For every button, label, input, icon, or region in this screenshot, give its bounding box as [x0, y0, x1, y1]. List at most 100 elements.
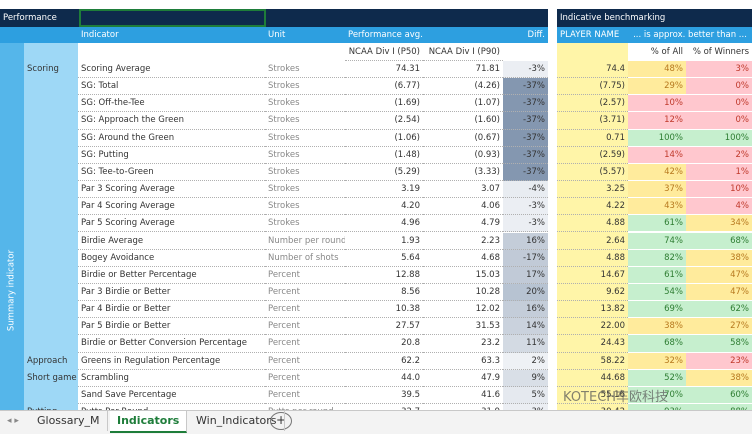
player-value: 4.22 — [557, 198, 628, 216]
indicator: Birdie or Better Percentage — [78, 267, 265, 284]
pct-all: 12% — [628, 112, 686, 130]
diff: 5% — [503, 386, 548, 404]
tab-nav[interactable]: ◂ ▸ — [7, 416, 19, 426]
diff: -37% — [503, 78, 548, 96]
player-column — [557, 43, 628, 410]
unit: Strokes — [265, 215, 345, 233]
indicator: Scoring Average — [78, 61, 265, 79]
diff: 11% — [503, 335, 548, 353]
pct-winners: 60% — [686, 386, 752, 404]
p90: (1.60) — [423, 112, 503, 130]
unit: Strokes — [265, 112, 345, 130]
p50: (1.06) — [345, 130, 423, 147]
diff: -17% — [503, 249, 548, 267]
pct-winners: 0% — [686, 95, 752, 113]
pct-all: 48% — [628, 61, 686, 79]
diff: 9% — [503, 369, 548, 387]
p90: 4.79 — [423, 215, 503, 233]
unit: Strokes — [265, 130, 345, 147]
pct-all: 32% — [628, 352, 686, 370]
col-header: Indicator — [81, 30, 119, 40]
diff: -37% — [503, 163, 548, 182]
pct-all: 38% — [628, 318, 686, 336]
p90: (4.26) — [423, 78, 503, 96]
player-value: 55.16 — [557, 387, 628, 404]
diff: 20% — [503, 283, 548, 302]
pct-all: 52% — [628, 369, 686, 387]
pct-winners: 68% — [686, 232, 752, 250]
player-value: (2.59) — [557, 147, 628, 164]
unit: Strokes — [265, 78, 345, 96]
indicator: SG: Total — [78, 78, 265, 96]
player-value: 4.88 — [557, 215, 628, 233]
indicator: SG: Approach the Green — [78, 112, 265, 130]
sheet-tabs: ◂ ▸ + Glossary_M Indicators Win_Indicators — [0, 410, 752, 434]
pct-all: 69% — [628, 301, 686, 319]
unit: Percent — [265, 353, 345, 370]
pct-all: 29% — [628, 78, 686, 96]
side-strip — [0, 43, 24, 410]
indicator: Birdie Average — [78, 233, 265, 250]
player-value: 44.68 — [557, 370, 628, 387]
player-value: 0.71 — [557, 130, 628, 147]
col-subheader: % of Winners — [692, 47, 749, 57]
pct-winners: 4% — [686, 198, 752, 216]
player-value: (7.75) — [557, 78, 628, 96]
sheet-tab[interactable]: Indicators — [110, 411, 188, 433]
pct-winners: 38% — [686, 369, 752, 387]
pct-winners: 34% — [686, 215, 752, 233]
unit: Number of shots — [265, 250, 345, 267]
pct-all: 37% — [628, 181, 686, 199]
pct-winners: 100% — [686, 129, 752, 147]
p50: (1.48) — [345, 147, 423, 164]
indicator: Par 4 Birdie or Better — [78, 301, 265, 319]
diff: 16% — [503, 301, 548, 319]
unit: Strokes — [265, 198, 345, 216]
p50: 20.8 — [345, 335, 423, 353]
pct-winners: 58% — [686, 335, 752, 353]
unit: Percent — [265, 284, 345, 302]
unit: Percent — [265, 267, 345, 284]
group-label: Approach — [27, 355, 68, 366]
pct-winners: 62% — [686, 301, 752, 319]
p90: (1.07) — [423, 95, 503, 113]
selected-cell[interactable] — [79, 9, 266, 27]
group-column — [24, 43, 78, 410]
p90: 12.02 — [423, 301, 503, 319]
pct-winners: 10% — [686, 181, 752, 199]
p90: (0.93) — [423, 147, 503, 164]
indicator: Par 3 Birdie or Better — [78, 284, 265, 302]
indicator: Birdie or Better Conversion Percentage — [78, 335, 265, 353]
unit: Strokes — [265, 95, 345, 113]
sheet-tab[interactable]: Glossary_M — [30, 411, 108, 431]
unit: Number per round — [265, 233, 345, 250]
diff: -4% — [503, 181, 548, 199]
perf-title: Performance — [3, 13, 57, 23]
player-value: 13.82 — [557, 301, 628, 319]
col-header: Diff. — [527, 30, 545, 40]
p50: 27.57 — [345, 318, 423, 336]
sheet-tab[interactable]: Win_Indicators — [189, 411, 285, 431]
p90: (3.33) — [423, 164, 503, 182]
unit: Strokes — [265, 164, 345, 182]
player-value: 14.67 — [557, 267, 628, 284]
add-sheet[interactable]: + — [270, 412, 292, 430]
p90: 47.9 — [423, 370, 503, 387]
pct-all: 61% — [628, 266, 686, 284]
col-header: PLAYER NAME — [560, 30, 620, 40]
diff: 17% — [503, 266, 548, 284]
col-subheader: NCAA Div I (P90) — [423, 43, 503, 61]
indicator: Par 4 Scoring Average — [78, 198, 265, 216]
player-value: (5.57) — [557, 164, 628, 182]
pct-all: 82% — [628, 249, 686, 267]
p90: (0.67) — [423, 130, 503, 147]
p50: 8.56 — [345, 284, 423, 302]
pct-all: 10% — [628, 95, 686, 113]
pct-all: 42% — [628, 163, 686, 182]
unit: Percent — [265, 301, 345, 319]
p50: 4.20 — [345, 198, 423, 216]
player-value: 58.22 — [557, 353, 628, 370]
unit: Strokes — [265, 61, 345, 79]
diff: -37% — [503, 129, 548, 147]
